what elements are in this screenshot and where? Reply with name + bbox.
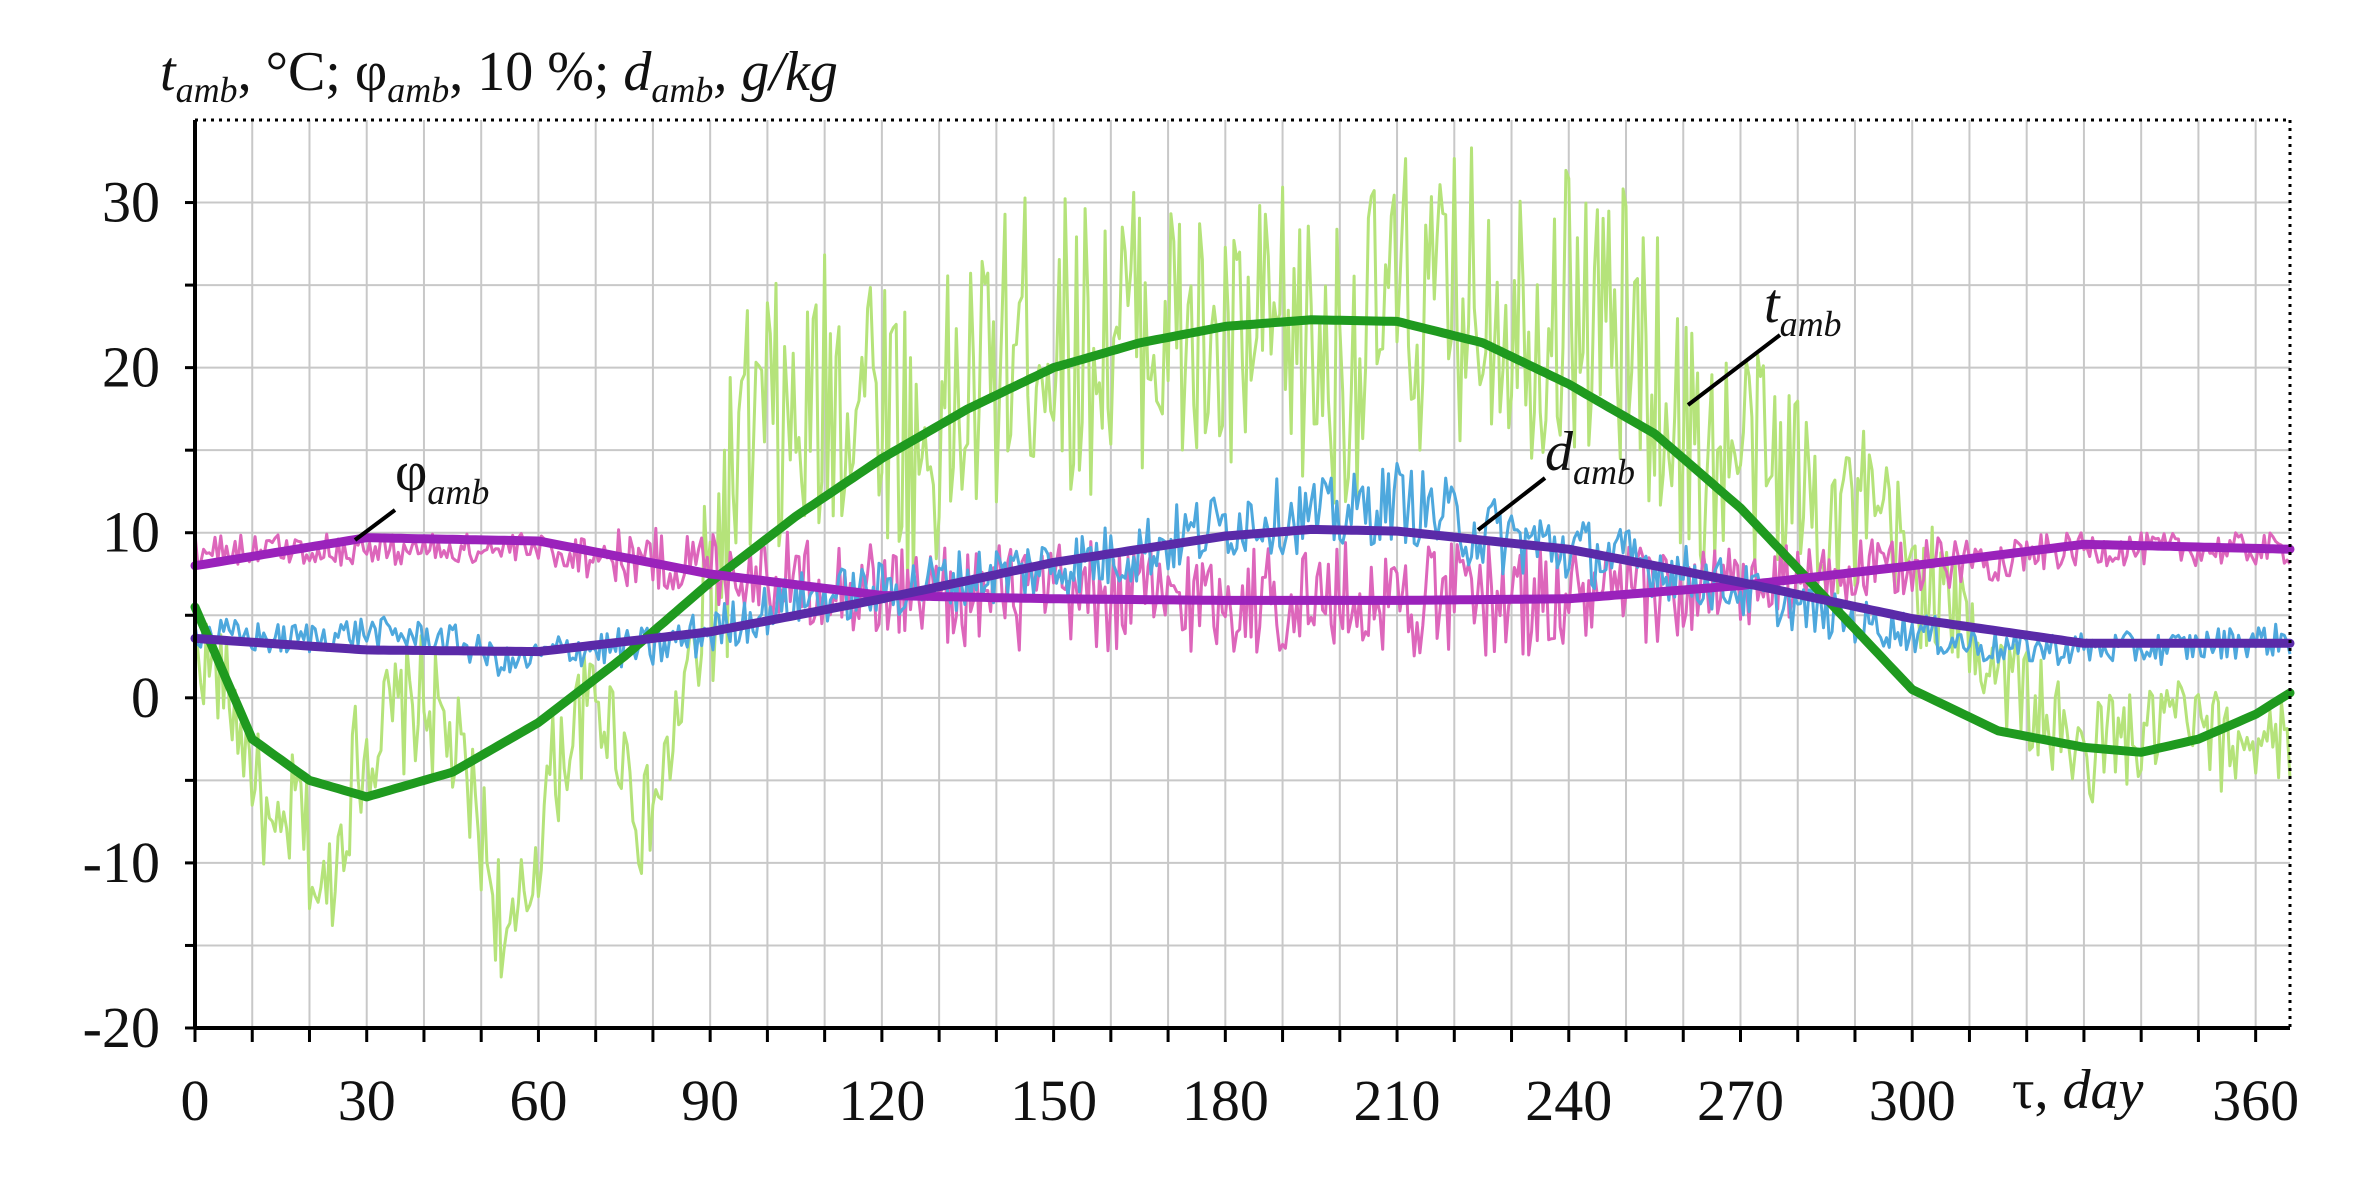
x-tick-label: 90 — [681, 1068, 739, 1133]
x-tick-label: 150 — [1010, 1068, 1097, 1133]
series-layer — [190, 146, 2295, 979]
y-tick-label: 20 — [102, 335, 160, 400]
phi-amb-annotation: φamb — [395, 441, 489, 512]
y-tick-label: -20 — [83, 995, 160, 1060]
y-tick-label: 10 — [102, 500, 160, 565]
d-amb-leader-line — [1476, 476, 1547, 532]
x-tick-label: 60 — [509, 1068, 567, 1133]
x-tick-label: 180 — [1182, 1068, 1269, 1133]
phi-amb-fit-series — [190, 533, 2295, 605]
x-tick-label: 360 — [2212, 1068, 2299, 1133]
grid — [195, 120, 2290, 1028]
t-amb-leader-line — [1686, 333, 1782, 407]
x-tick-label: 0 — [181, 1068, 210, 1133]
y-tick-label: 0 — [131, 665, 160, 730]
x-axis-label: τ, day — [2012, 1059, 2144, 1121]
x-tick-label: 300 — [1869, 1068, 1956, 1133]
y-tick-label: -10 — [83, 830, 160, 895]
phi-amb-leader-line — [353, 508, 397, 542]
d-amb-daily-series — [193, 462, 2292, 677]
x-tick-label: 240 — [1525, 1068, 1612, 1133]
plot-frame — [185, 118, 2292, 1042]
d-amb-annotation: damb — [1545, 421, 1635, 492]
x-tick-label: 30 — [338, 1068, 396, 1133]
x-tick-label: 120 — [838, 1068, 925, 1133]
d-amb-fit-series — [190, 524, 2295, 657]
series-annotations: tamb φamb damb — [353, 273, 1842, 542]
t-amb-fit-series — [190, 315, 2295, 802]
t-amb-annotation: tamb — [1764, 273, 1842, 344]
y-axis-label: tamb, °C; φamb, 10 %; damb, g/kg — [160, 41, 838, 110]
x-tick-label: 210 — [1354, 1068, 1441, 1133]
t-amb-daily-series — [193, 146, 2292, 979]
y-tick-label: 30 — [102, 170, 160, 235]
x-tick-label: 270 — [1697, 1068, 1784, 1133]
